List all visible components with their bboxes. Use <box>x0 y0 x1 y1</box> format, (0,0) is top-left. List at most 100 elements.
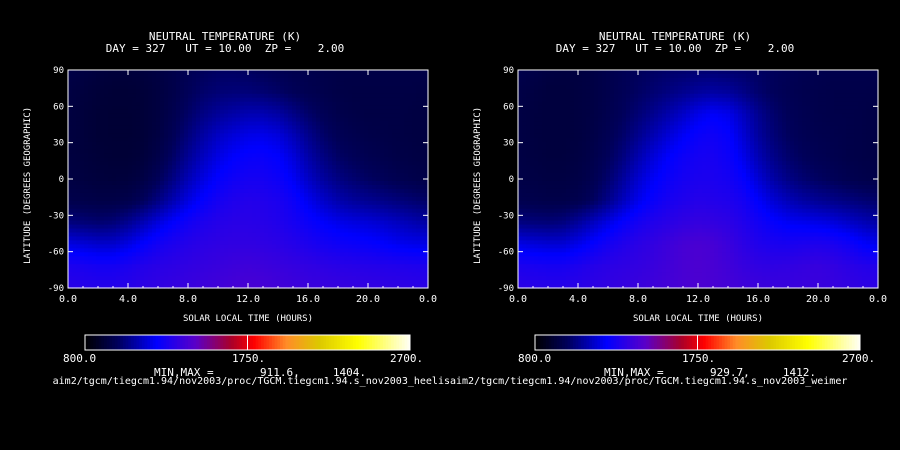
heatmap-cell <box>128 224 133 230</box>
heatmap-cell <box>120 165 125 170</box>
heatmap-cell <box>100 280 105 285</box>
heatmap-cell <box>88 93 93 99</box>
heatmap-cell <box>420 204 425 210</box>
heatmap-cell <box>176 276 181 281</box>
heatmap-cell <box>308 97 313 103</box>
heatmap-cell <box>284 153 289 158</box>
heatmap-cell <box>168 276 173 281</box>
heatmap-cell <box>384 228 389 234</box>
heatmap-cell <box>348 200 353 206</box>
heatmap-cell <box>352 280 357 285</box>
heatmap-cell <box>72 248 77 253</box>
heatmap-cell <box>256 101 261 107</box>
heatmap-cell <box>400 129 405 135</box>
heatmap-cell <box>116 276 121 281</box>
heatmap-cell <box>420 77 425 83</box>
heatmap-cell <box>252 141 257 146</box>
heatmap-cell <box>204 228 209 234</box>
heatmap-cell <box>180 220 185 226</box>
heatmap-cell <box>180 153 185 158</box>
heatmap-cell <box>272 149 277 154</box>
heatmap-cell <box>396 232 401 238</box>
heatmap-cell <box>100 204 105 210</box>
heatmap-cell <box>228 180 233 186</box>
heatmap-cell <box>128 240 133 245</box>
heatmap-cell <box>108 161 113 166</box>
heatmap-cell <box>360 137 365 142</box>
heatmap-cell <box>252 89 257 95</box>
heatmap-cell <box>128 252 133 257</box>
heatmap-cell <box>344 180 349 186</box>
heatmap-cell <box>332 89 337 95</box>
heatmap-cell <box>84 133 89 138</box>
x-tick-label: 20.0 <box>356 294 380 305</box>
heatmap-cell <box>272 248 277 253</box>
heatmap-cell <box>164 200 169 206</box>
heatmap-cell <box>172 149 177 154</box>
heatmap-cell <box>152 101 157 107</box>
heatmap-cell <box>80 149 85 154</box>
heatmap-cell <box>400 149 405 154</box>
heatmap-cell <box>308 169 313 174</box>
heatmap-cell <box>424 256 429 261</box>
heatmap-cell <box>152 204 157 210</box>
heatmap-cell <box>284 268 289 273</box>
heatmap-cell <box>144 133 149 138</box>
heatmap-cell <box>320 280 325 285</box>
heatmap-cell <box>420 113 425 119</box>
heatmap-cell <box>180 81 185 87</box>
heatmap-cell <box>356 220 361 226</box>
heatmap-cell <box>344 260 349 265</box>
heatmap-cell <box>396 184 401 190</box>
heatmap-cell <box>184 224 189 230</box>
heatmap-cell <box>424 268 429 273</box>
heatmap-cell <box>356 125 361 131</box>
heatmap-cell <box>232 149 237 154</box>
heatmap-cell <box>284 284 289 289</box>
heatmap-cell <box>320 220 325 226</box>
heatmap-cell <box>176 264 181 269</box>
heatmap-cell <box>268 149 273 154</box>
heatmap-cell <box>212 220 217 226</box>
heatmap-cell <box>248 248 253 253</box>
heatmap-cell <box>244 161 249 166</box>
heatmap-cell <box>360 212 365 218</box>
heatmap-cell <box>336 264 341 269</box>
heatmap-cell <box>416 81 421 87</box>
heatmap-cell <box>220 169 225 174</box>
heatmap-cell <box>292 141 297 146</box>
heatmap-cell <box>416 133 421 138</box>
heatmap-cell <box>416 169 421 174</box>
heatmap-cell <box>216 256 221 261</box>
heatmap-cell <box>248 260 253 265</box>
heatmap-cell <box>276 73 281 79</box>
heatmap-cell <box>76 141 81 146</box>
heatmap-cell <box>92 141 97 146</box>
heatmap-cell <box>332 113 337 119</box>
heatmap-cell <box>224 188 229 194</box>
heatmap-cell <box>124 89 129 95</box>
heatmap-cell <box>256 284 261 289</box>
heatmap-cell <box>304 192 309 198</box>
heatmap-cell <box>420 236 425 242</box>
heatmap-cell <box>124 204 129 210</box>
heatmap-cell <box>92 153 97 158</box>
heatmap-cell <box>96 232 101 238</box>
heatmap-cell <box>356 177 361 182</box>
heatmap-cell <box>160 113 165 119</box>
heatmap-cell <box>252 276 257 281</box>
heatmap-cell <box>296 121 301 127</box>
heatmap-cell <box>380 133 385 138</box>
heatmap-cell <box>416 212 421 218</box>
heatmap-cell <box>160 228 165 234</box>
heatmap-cell <box>164 272 169 277</box>
heatmap-cell <box>68 70 73 75</box>
heatmap-cell <box>216 200 221 206</box>
heatmap-cell <box>140 252 145 257</box>
heatmap-cell <box>276 149 281 154</box>
heatmap-cell <box>304 153 309 158</box>
heatmap-cell <box>280 177 285 182</box>
heatmap-cell <box>196 137 201 142</box>
heatmap-cell <box>216 228 221 234</box>
heatmap-cell <box>148 133 153 138</box>
